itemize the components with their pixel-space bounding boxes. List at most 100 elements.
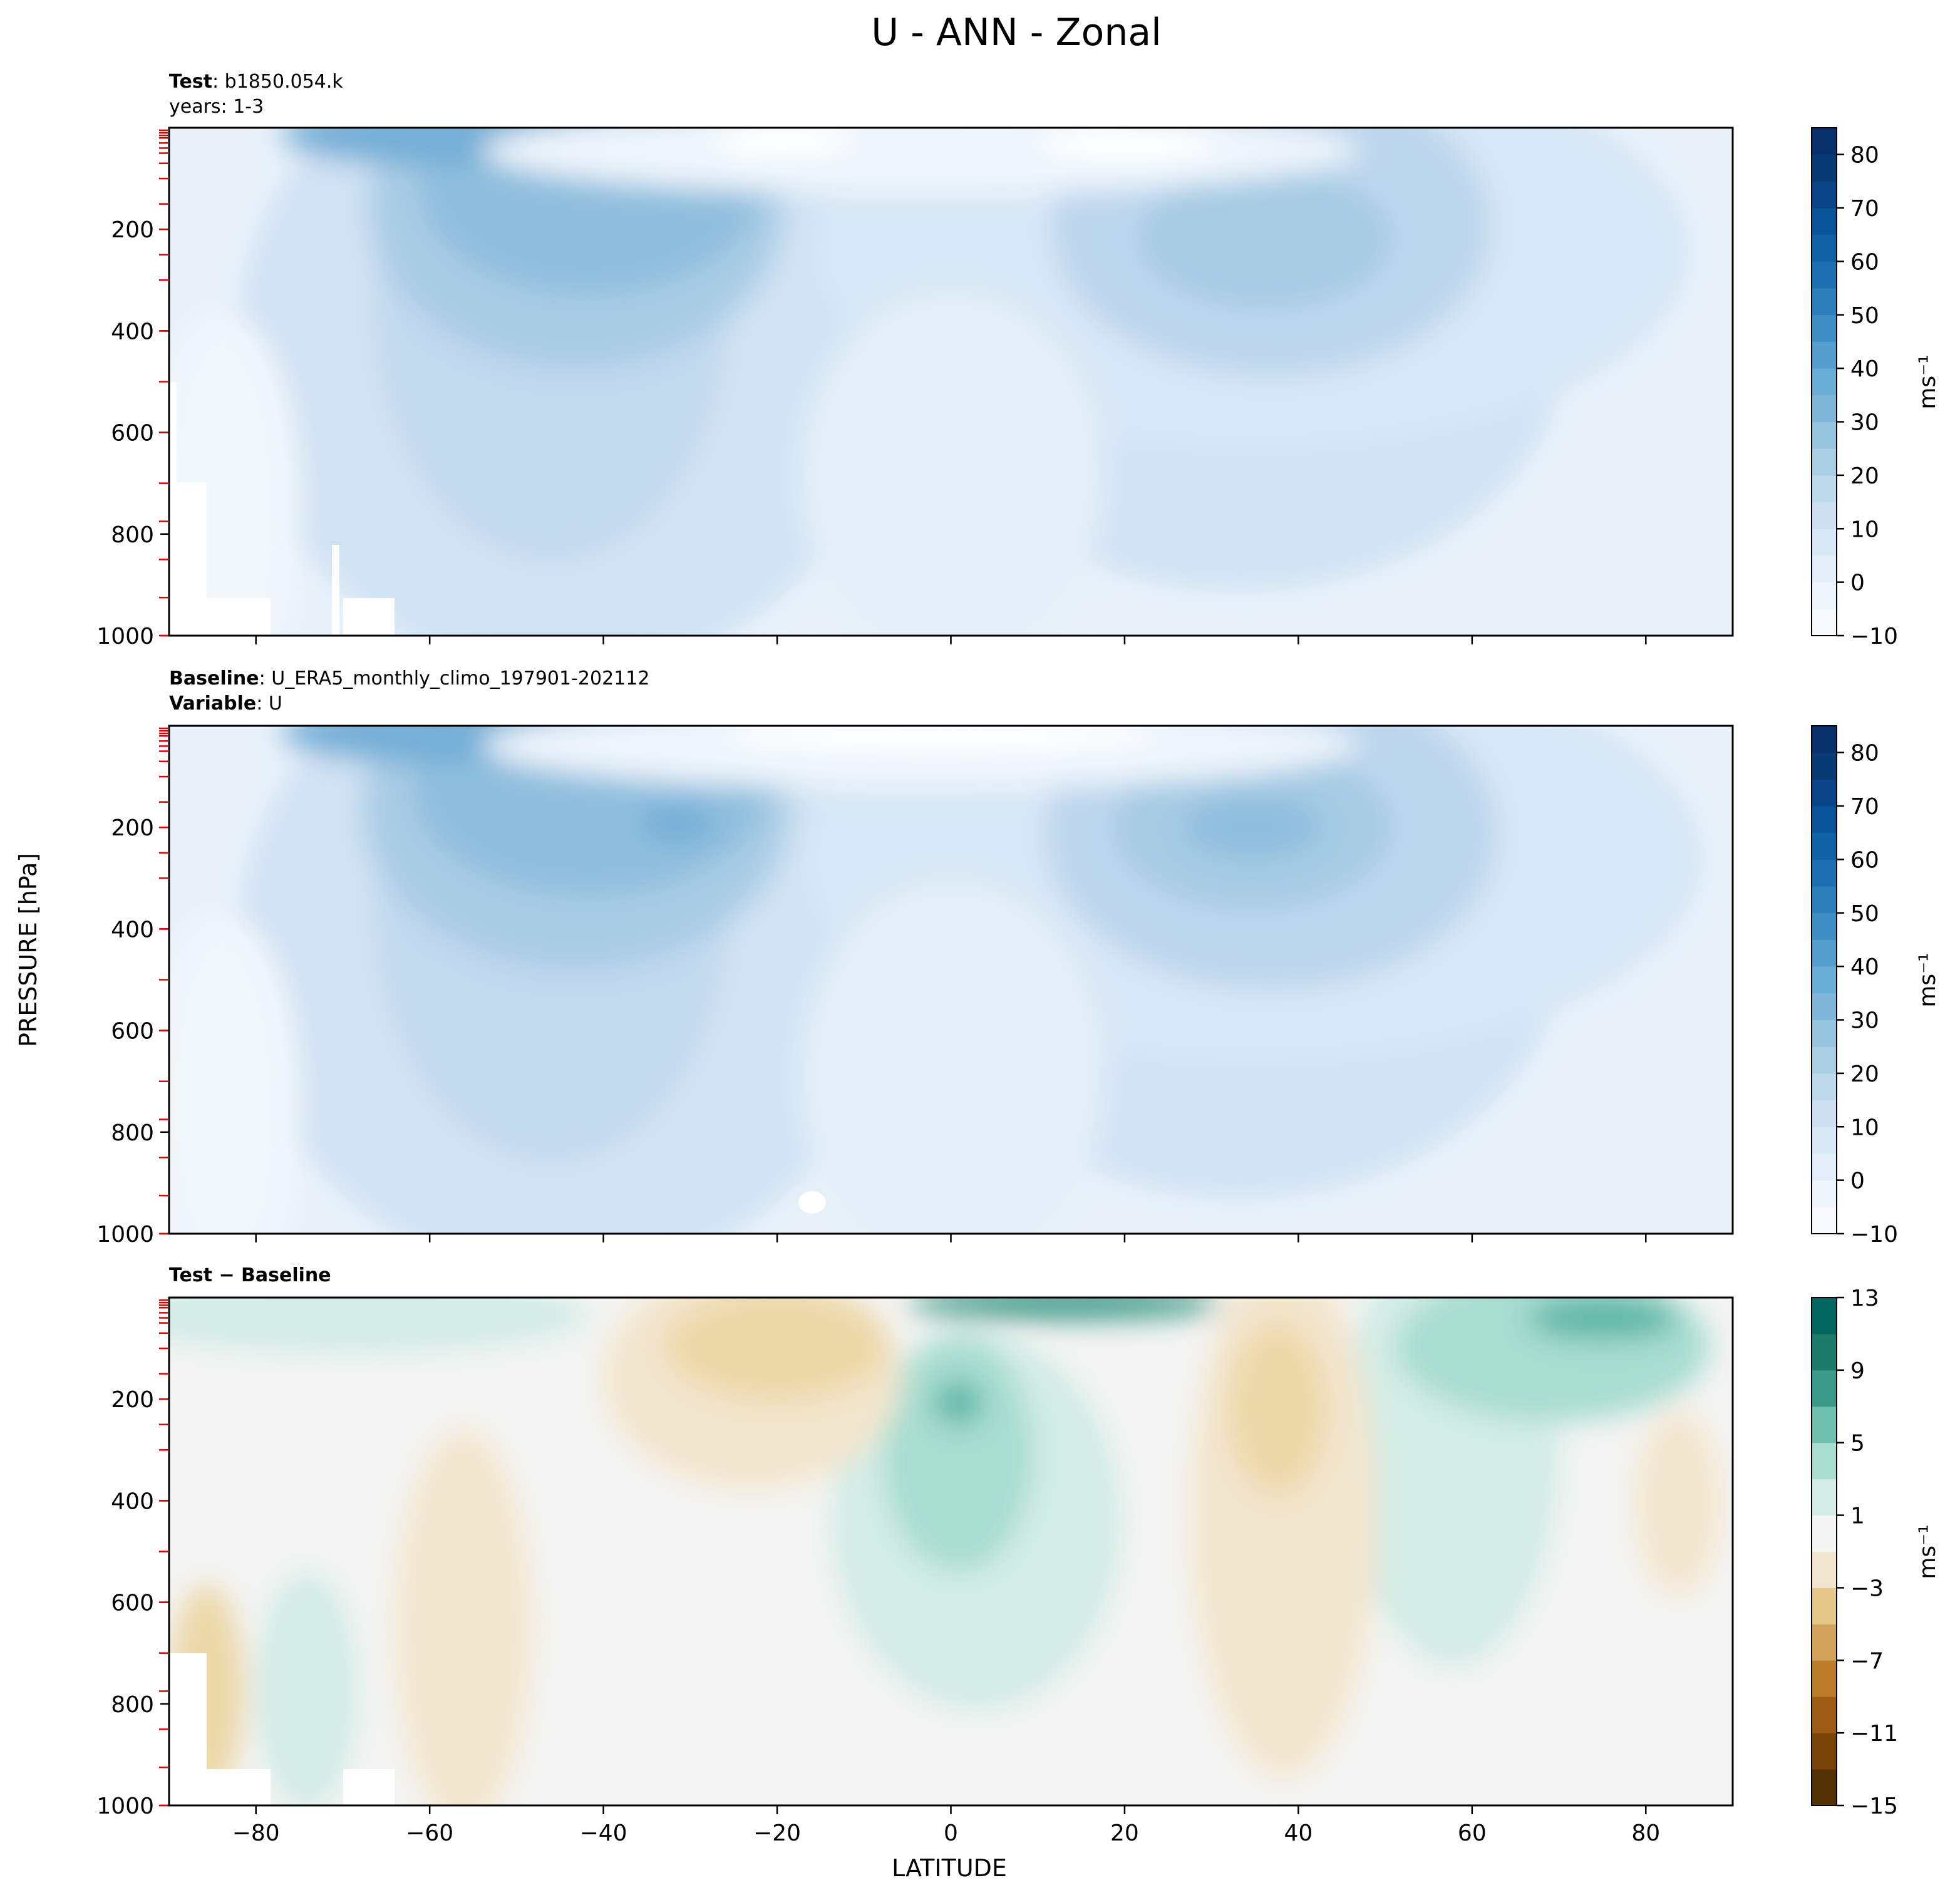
colorbar-segment xyxy=(1812,1696,1837,1733)
y-tick-label: 200 xyxy=(111,815,154,841)
colorbar-segment xyxy=(1812,609,1837,636)
colorbar-segment xyxy=(1812,1442,1837,1480)
x-tick-label: 20 xyxy=(1110,1820,1139,1846)
y-tick-label: 1000 xyxy=(96,1794,154,1819)
panel-baseline-colorbar-frame xyxy=(1811,725,1837,1234)
panel-diff-colorbar-label: ms⁻¹ xyxy=(1915,1524,1941,1579)
y-tick-label: 1000 xyxy=(96,624,154,649)
colorbar-segment xyxy=(1812,859,1837,887)
panel-test-xticks xyxy=(255,636,1647,644)
colorbar-segment xyxy=(1812,128,1837,155)
y-tick-label: 800 xyxy=(111,522,154,548)
panel-baseline-level-marks xyxy=(159,727,168,1235)
colorbar-segment xyxy=(1812,1020,1837,1047)
panel-baseline-subheader-text: : U xyxy=(256,693,282,715)
figure-title: U - ANN - Zonal xyxy=(871,11,1162,54)
colorbar-segment xyxy=(1812,912,1837,940)
x-tick-label: 80 xyxy=(1631,1820,1660,1846)
colorbar-segment xyxy=(1812,886,1837,914)
colorbar-tick-label: 10 xyxy=(1850,517,1879,542)
panel-baseline-xticks xyxy=(255,1234,1647,1242)
panel-baseline-header: Baseline: U_ERA5_monthly_climo_197901-20… xyxy=(169,668,649,689)
colorbar-segment xyxy=(1812,1127,1837,1154)
panel-baseline-subheader-bold: Variable xyxy=(169,693,256,715)
colorbar-tick-label: 70 xyxy=(1850,794,1879,820)
x-tick-label: −20 xyxy=(753,1820,801,1846)
colorbar-segment xyxy=(1812,1624,1837,1661)
panel-test-level-marks xyxy=(159,129,168,637)
colorbar-segment xyxy=(1812,1180,1837,1207)
x-tick-label: −80 xyxy=(232,1820,280,1846)
colorbar-segment xyxy=(1812,806,1837,834)
colorbar-tick-label: 0 xyxy=(1850,1169,1865,1194)
panel-diff-colorbar: −15 −11 −7 −3 1 5 9 13 ms⁻¹ xyxy=(1811,1286,1941,1819)
panel-test-field xyxy=(169,128,1733,636)
colorbar-segment xyxy=(1812,582,1837,609)
panel-test-header: Test: b1850.054.k xyxy=(169,71,343,93)
colorbar-segment xyxy=(1812,1333,1837,1371)
panel-test-colorbar-label: ms⁻¹ xyxy=(1915,354,1941,409)
colorbar-segment xyxy=(1812,475,1837,503)
colorbar-segment xyxy=(1812,939,1837,967)
panel-test-header-bold: Test xyxy=(169,71,212,93)
colorbar-segment xyxy=(1812,208,1837,235)
colorbar-segment xyxy=(1812,966,1837,994)
colorbar-tick-label: 60 xyxy=(1850,847,1879,873)
panel-diff-field xyxy=(169,1298,1733,1805)
colorbar-tick-label: 0 xyxy=(1850,571,1865,596)
colorbar-segment xyxy=(1812,234,1837,262)
colorbar-tick-label: −11 xyxy=(1850,1721,1898,1747)
colorbar-tick-label: 20 xyxy=(1850,1061,1879,1087)
colorbar-segment xyxy=(1812,261,1837,289)
colorbar-segment xyxy=(1812,395,1837,423)
panel-baseline-field xyxy=(169,726,1733,1234)
colorbar-tick-label: 9 xyxy=(1850,1358,1865,1384)
panel-test-header-text: : b1850.054.k xyxy=(212,71,343,93)
shared-ylabel: PRESSURE [hPa] xyxy=(14,853,42,1047)
colorbar-segment xyxy=(1812,1660,1837,1697)
panel-test-colorbar-frame xyxy=(1811,127,1837,636)
panel-diff-colorbar-frame xyxy=(1811,1297,1837,1806)
y-tick-label: 800 xyxy=(111,1120,154,1146)
panel-baseline-colorbar: −10 0 10 20 30 40 50 60 70 80 ms⁻¹ xyxy=(1811,725,1941,1247)
panel-baseline-subheader: Variable: U xyxy=(169,693,282,715)
panel-diff-yticks: 200 400 600 800 1000 xyxy=(96,1387,169,1819)
panel-baseline-yticks: 200 400 600 800 1000 xyxy=(96,815,169,1247)
x-tick-label: 60 xyxy=(1458,1820,1487,1846)
y-tick-label: 400 xyxy=(111,1489,154,1514)
colorbar-tick-label: −10 xyxy=(1850,624,1898,649)
colorbar-segment xyxy=(1812,502,1837,529)
colorbar-tick-label: −7 xyxy=(1850,1648,1884,1674)
colorbar-segment xyxy=(1812,1153,1837,1181)
colorbar-segment xyxy=(1812,1769,1837,1806)
panel-test: Test: b1850.054.k years: 1-3 xyxy=(96,71,1941,649)
y-tick-label: 200 xyxy=(111,1387,154,1413)
colorbar-tick-label: 1 xyxy=(1850,1504,1865,1529)
colorbar-tick-label: 70 xyxy=(1850,196,1879,222)
x-tick-label: 0 xyxy=(944,1820,958,1846)
colorbar-tick-label: −15 xyxy=(1850,1794,1898,1819)
colorbar-segment xyxy=(1812,1046,1837,1074)
colorbar-segment xyxy=(1812,154,1837,182)
panel-baseline-header-text: : U_ERA5_monthly_climo_197901-202112 xyxy=(259,668,650,689)
panel-baseline: Baseline: U_ERA5_monthly_climo_197901-20… xyxy=(96,668,1941,1247)
y-tick-label: 800 xyxy=(111,1692,154,1718)
colorbar-segment xyxy=(1812,314,1837,342)
y-tick-label: 400 xyxy=(111,319,154,344)
colorbar-segment xyxy=(1812,1100,1837,1127)
colorbar-segment xyxy=(1812,1588,1837,1624)
colorbar-segment xyxy=(1812,779,1837,807)
colorbar-tick-label: 40 xyxy=(1850,356,1879,382)
colorbar-segment xyxy=(1812,529,1837,556)
colorbar-segment xyxy=(1812,421,1837,449)
panel-diff-xticks: −80 −60 −40 −20 0 20 40 60 80 xyxy=(232,1805,1660,1846)
y-tick-label: 400 xyxy=(111,917,154,942)
colorbar-tick-label: 10 xyxy=(1850,1115,1879,1140)
colorbar-segment xyxy=(1812,1073,1837,1101)
x-tick-label: 40 xyxy=(1284,1820,1313,1846)
panel-diff-level-marks xyxy=(159,1299,168,1807)
y-tick-label: 600 xyxy=(111,1019,154,1045)
colorbar-tick-label: 30 xyxy=(1850,1008,1879,1034)
colorbar-tick-label: 50 xyxy=(1850,901,1879,927)
